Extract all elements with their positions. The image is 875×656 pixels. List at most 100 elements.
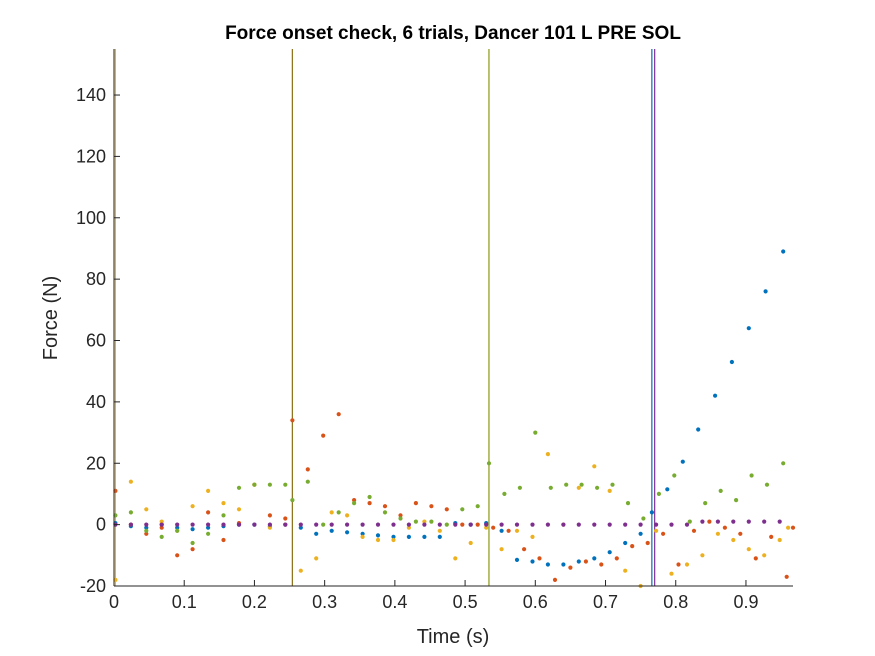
series-2-point [190, 547, 195, 552]
series-2-point [722, 525, 728, 530]
series-5-point [290, 498, 295, 503]
series-3-point [159, 519, 164, 524]
series-1-point [206, 525, 211, 530]
series-4-point [298, 522, 303, 527]
series-4-point [252, 522, 257, 527]
series-1-point [763, 289, 768, 294]
series-4-point [715, 519, 721, 524]
series-3-point [499, 547, 504, 552]
series-2-point [661, 531, 666, 536]
series-1-point [561, 562, 566, 567]
series-1-point [314, 531, 319, 536]
series-2-point [506, 528, 511, 533]
series-4-point [422, 522, 427, 527]
series-5-point [236, 485, 242, 490]
series-5-point [352, 501, 357, 506]
series-3-point [715, 531, 721, 536]
series-3-point [221, 501, 226, 506]
series-5-point [382, 510, 388, 515]
series-4-point [654, 522, 659, 527]
series-2-point [552, 577, 558, 583]
series-3-point [329, 510, 334, 515]
x-ticks: 0 0.1 0.2 0.3 0.4 0.5 0.6 0.7 0.8 0.9 [109, 580, 758, 612]
series-5-point [144, 528, 149, 533]
series-4-point [777, 519, 782, 524]
series-4-point [514, 522, 520, 527]
series-5-point [703, 501, 708, 506]
series-1-point [422, 534, 427, 540]
series-3-point [345, 513, 350, 518]
series-3-point [576, 485, 581, 490]
series-4-point [391, 522, 396, 527]
series-2-point [784, 574, 789, 579]
series-3-point [144, 507, 149, 512]
series-2-point [568, 565, 573, 570]
series-2-point [221, 537, 226, 543]
y-ticks: -20 0 20 40 60 80 100 120 140 [76, 85, 120, 596]
series-5-point [595, 485, 600, 490]
series-4-point [561, 522, 566, 527]
series-1-point [144, 525, 149, 530]
y-tick-label: 140 [76, 85, 106, 105]
series-3-point [545, 452, 551, 457]
series-1-point [499, 528, 504, 533]
series-4-point [360, 522, 365, 527]
series-1-point [576, 559, 581, 564]
series-2-point [283, 516, 288, 521]
series-4-point [159, 522, 164, 527]
series-3-point [437, 528, 442, 533]
series-4-point [592, 522, 597, 527]
series-4-point [607, 522, 612, 527]
series-4-point [762, 519, 767, 524]
series-2-point [367, 501, 372, 506]
x-tick-label: 0.1 [172, 592, 197, 612]
series-2-point [738, 531, 743, 536]
series-5-point [610, 482, 615, 487]
series-5-point [564, 482, 569, 487]
series-3-point [360, 534, 365, 540]
series-5-point [672, 473, 677, 478]
series-1-point [746, 326, 751, 331]
series-2-point [753, 556, 758, 561]
series-3-point [777, 537, 782, 543]
series-5-point [267, 482, 272, 487]
series-2-point [676, 562, 681, 567]
series-5-point [252, 482, 257, 487]
series-2-point [382, 504, 388, 509]
series-2-point [159, 525, 164, 530]
series-3-point [607, 488, 612, 493]
series-3-point [592, 464, 597, 469]
series-5-point [175, 528, 180, 533]
series-5-point [283, 482, 288, 487]
series-5-point [321, 522, 326, 527]
series-4-point [314, 522, 319, 527]
x-tick-label: 0.3 [312, 592, 337, 612]
series-5-point [206, 531, 211, 536]
series-5-point [475, 504, 480, 509]
series-1-point [345, 530, 350, 535]
series-3-point [453, 556, 458, 561]
series-2-point [352, 498, 357, 503]
series-5-point [486, 461, 492, 466]
series-5-point [413, 519, 418, 524]
series-4-point [190, 522, 195, 527]
x-tick-label: 0.8 [663, 592, 688, 612]
series-5-point [781, 461, 786, 466]
series-2-point [691, 528, 697, 533]
series-4-point [746, 519, 751, 524]
y-tick-label: 80 [86, 269, 106, 289]
series-2-point [336, 412, 341, 417]
series-3-point [762, 553, 767, 558]
series-1-point [696, 427, 701, 432]
series-3-point [700, 553, 705, 558]
series-5-point [533, 430, 538, 435]
series-1-point [298, 525, 303, 530]
y-axis-label: Force (N) [40, 276, 62, 360]
x-tick-label: 0.2 [242, 592, 267, 612]
series-2-point [413, 501, 418, 506]
series-5-point [460, 507, 465, 512]
plot-area [114, 49, 793, 586]
series-4-point [144, 522, 149, 527]
series-4-point [206, 522, 211, 527]
series-4-point [700, 519, 705, 524]
